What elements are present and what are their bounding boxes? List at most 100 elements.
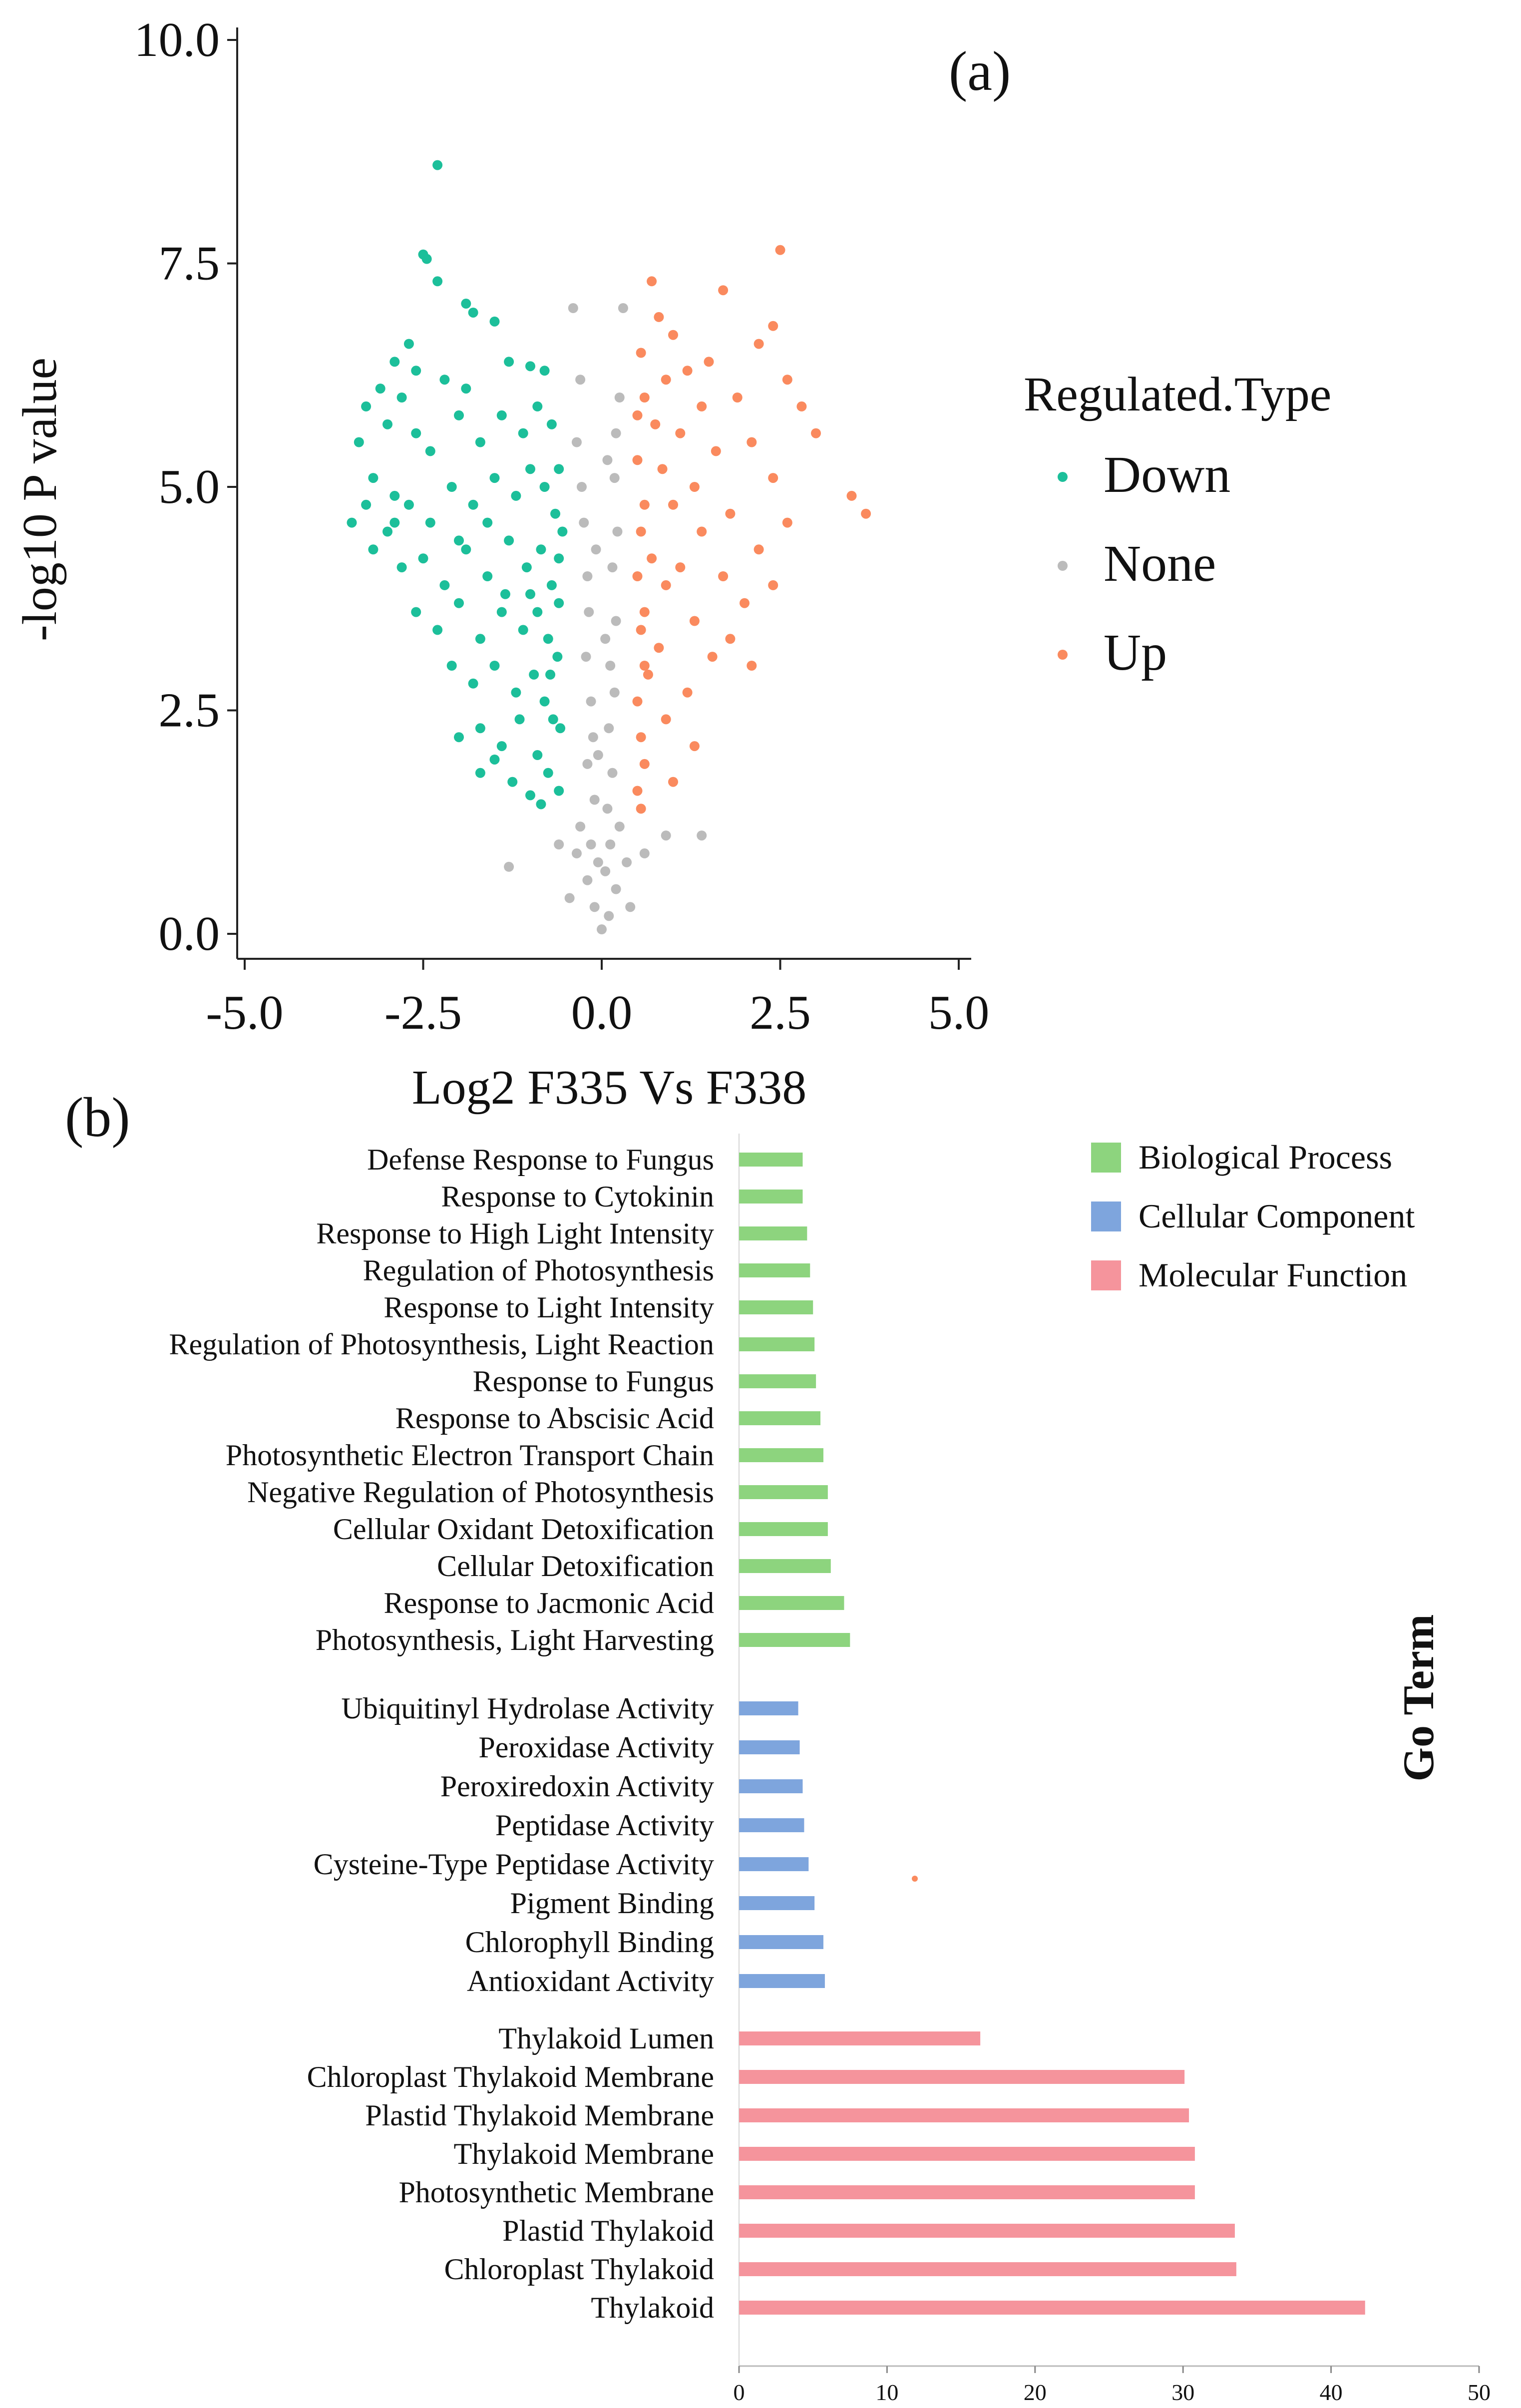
volcano-point-none [611,884,621,894]
volcano-point-none [604,723,614,734]
volcano-point-down [396,393,407,402]
go-category-label: Response to High Light Intensity [316,1217,714,1250]
volcano-point-down [432,276,443,287]
go-category-label: Negative Regulation of Photosynthesis [247,1476,714,1509]
volcano-point-down [536,544,546,555]
volcano-point-up [754,544,764,555]
volcano-point-down [504,535,514,546]
volcano-point-up [639,661,650,671]
go-category-label: Chlorophyll Binding [465,1926,714,1959]
go-category-label: Thylakoid Membrane [453,2137,714,2170]
go-legend-label: Cellular Component [1139,1197,1415,1235]
volcano-point-none [661,830,671,841]
volcano-point-down [525,589,535,599]
volcano-point-up [675,562,686,573]
volcano-point-down [439,375,450,385]
volcano-point-none [588,732,598,743]
volcano-point-none [612,526,623,537]
go-category-label: Cysteine-Type Peptidase Activity [314,1848,714,1881]
volcano-point-down [548,714,558,725]
volcano-legend-title: Regulated.Type [1024,368,1331,421]
go-x-tick-label: 0 [734,2380,745,2405]
volcano-point-none [602,803,613,814]
volcano-point-down [504,357,514,367]
volcano-point-up [747,661,757,671]
go-category-label: Cellular Oxidant Detoxification [333,1513,714,1546]
volcano-point-down [382,526,392,537]
volcano-point-none [600,866,611,876]
volcano-point-none [609,687,620,698]
volcano-x-tick-label: 5.0 [928,986,990,1040]
volcano-point-down [461,544,471,555]
volcano-legend-swatch [1058,472,1068,482]
volcano-point-down [500,589,510,599]
volcano-point-down [489,661,500,671]
go-bar [739,1226,807,1240]
volcano-point-none [618,303,628,313]
volcano-point-none [602,455,613,465]
volcano-point-down [461,384,471,394]
volcano-point-up [725,508,736,519]
volcano-point-down [514,714,525,725]
go-x-tick-label: 20 [1024,2380,1047,2405]
volcano-point-up [650,419,661,429]
volcano-point-none [504,861,514,872]
go-bar [739,1337,815,1351]
volcano-legend-items: Down None Up [1058,446,1230,681]
volcano-point-down [461,299,471,309]
volcano-point-up [697,526,707,537]
volcano-point-down [507,777,518,787]
volcano-point-up [643,669,653,680]
volcano-point-down [368,473,379,483]
go-bar [739,1818,804,1832]
volcano-point-up [632,696,643,707]
volcano-point-up [657,464,668,474]
panel-a-label: (a) [949,40,1011,102]
go-bar [739,1190,803,1204]
go-category-label: Defense Response to Fungus [367,1143,714,1176]
volcano-point-down [546,419,557,429]
volcano-point-down [454,535,464,546]
volcano-point-down [518,428,528,438]
volcano-point-none [597,924,607,935]
volcano-point-none [611,616,621,626]
volcano-point-none [591,544,601,555]
volcano-point-up [704,357,714,367]
go-bars [739,1153,1365,2315]
volcano-y-tick-label: 5.0 [159,460,220,514]
volcano-point-down [475,634,485,644]
volcano-point-down [496,607,507,617]
volcano-point-down [361,401,372,411]
volcano-point-down [518,625,528,635]
volcano-point-up [754,339,764,349]
volcano-y-tick-label: 7.5 [159,237,220,291]
volcano-point-down [525,790,535,801]
volcano-point-none [571,437,582,447]
volcano-point-down [468,499,478,510]
volcano-point-down [347,517,357,528]
volcano-point-down [557,526,568,537]
volcano-point-down [439,580,450,590]
volcano-point-up [654,643,664,653]
volcano-point-up [632,455,643,465]
go-category-label: Response to Light Intensity [383,1291,714,1324]
volcano-point-up [732,393,743,402]
volcano-point-down [425,446,435,456]
volcano-x-axis-title: Log2 F335 Vs F338 [412,1061,807,1115]
volcano-point-down [432,160,443,170]
volcano-point-down [496,741,507,752]
volcano-point-none [582,875,593,885]
volcano-point-down [554,464,564,474]
volcano-point-down [554,553,564,564]
volcano-point-down [529,669,539,680]
volcano-point-none [625,902,636,912]
volcano-point-up [707,652,718,662]
go-category-label: Response to Fungus [473,1365,714,1398]
go-bar [739,1701,798,1715]
volcano-y-ticks: 0.0 2.5 5.0 7.5 10.0 [134,13,237,961]
volcano-point-down [532,607,543,617]
go-category-label: Photosynthesis, Light Harvesting [316,1623,714,1656]
volcano-point-down [539,482,550,492]
volcano-point-down [446,482,457,492]
go-category-label: Antioxidant Activity [467,1965,714,1998]
